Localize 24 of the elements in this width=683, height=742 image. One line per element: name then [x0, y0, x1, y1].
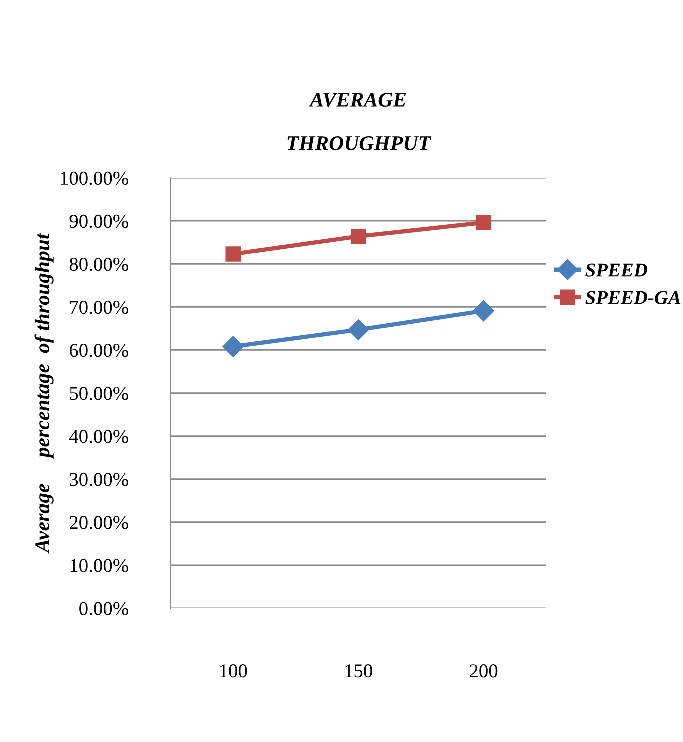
- y-tick-label: 0.00%: [80, 602, 128, 616]
- legend-label: SPEED-GA: [586, 291, 681, 304]
- y-tick-label: 30.00%: [70, 473, 128, 486]
- point: [473, 300, 494, 322]
- point: [348, 319, 370, 341]
- point: [226, 246, 241, 262]
- y-tick-label: 100.00%: [61, 172, 128, 186]
- y-tick-label: 50.00%: [70, 387, 128, 400]
- point: [350, 228, 366, 244]
- x-tick-label: 200: [470, 664, 498, 678]
- point: [222, 336, 244, 358]
- y-tick-label: 10.00%: [70, 559, 128, 572]
- point: [476, 215, 492, 230]
- x-tick-label: 100: [220, 664, 248, 678]
- x-tick-label: 150: [346, 664, 372, 678]
- y-axis-title: Average percentage of throughput: [34, 233, 54, 554]
- y-tick-label: 70.00%: [70, 301, 128, 314]
- y-tick-label: 20.00%: [70, 516, 128, 530]
- chart-title: AVERAGE THROUGHPUT: [288, 92, 432, 151]
- legend-label: SPEED: [586, 264, 648, 277]
- y-tick-label: 40.00%: [70, 430, 128, 444]
- y-tick-label: 60.00%: [70, 344, 128, 358]
- y-tick-label: 90.00%: [70, 214, 128, 228]
- y-tick-label: 80.00%: [70, 258, 128, 272]
